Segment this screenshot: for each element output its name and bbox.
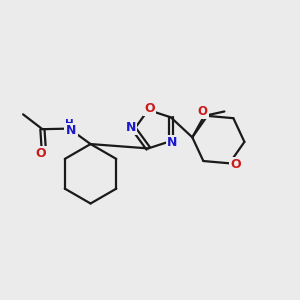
Text: O: O xyxy=(35,147,46,161)
Text: O: O xyxy=(144,102,155,115)
Text: N: N xyxy=(126,121,136,134)
Text: N: N xyxy=(66,124,77,136)
Text: H: H xyxy=(65,119,74,129)
Text: O: O xyxy=(230,158,241,171)
Text: N: N xyxy=(167,136,178,149)
Text: O: O xyxy=(198,105,208,118)
